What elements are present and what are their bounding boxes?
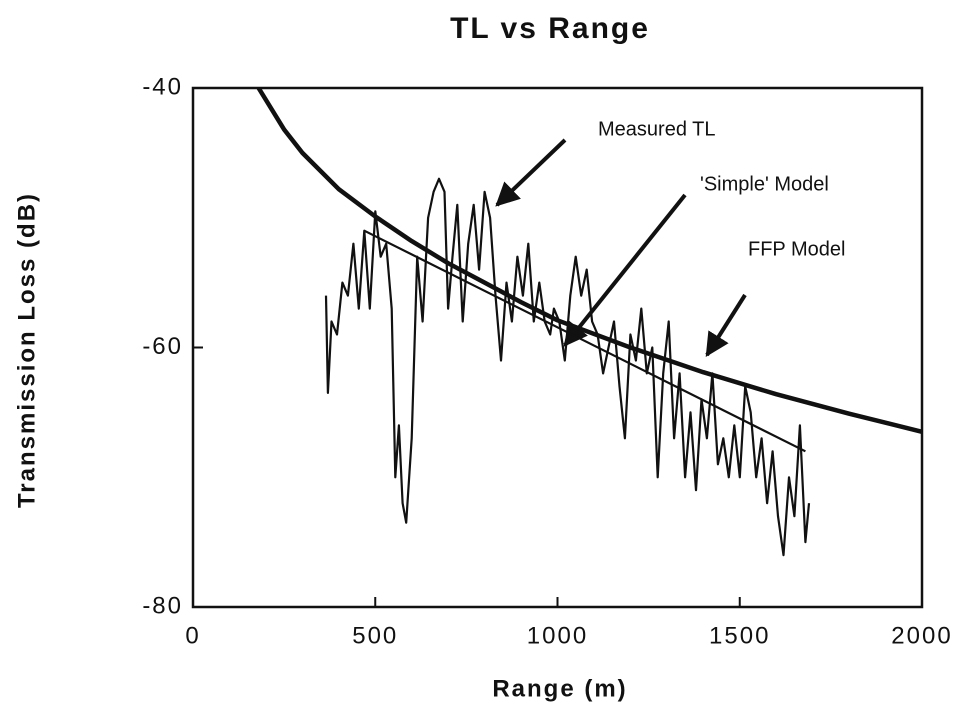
series-line bbox=[256, 86, 923, 434]
annotation: Measured TL bbox=[598, 118, 715, 140]
x-tick-label: 1500 bbox=[709, 622, 770, 649]
annotation: 'Simple' Model bbox=[700, 173, 829, 195]
x-tick-label: 500 bbox=[352, 622, 398, 649]
x-tick-label: 1000 bbox=[527, 622, 588, 649]
series-line bbox=[324, 177, 811, 557]
x-tick-label: 2000 bbox=[891, 622, 952, 649]
y-tick-label: -60 bbox=[142, 333, 183, 360]
annotation-arrow bbox=[495, 138, 567, 207]
chart-title: TL vs Range bbox=[450, 12, 650, 45]
x-tick-label: 0 bbox=[185, 622, 200, 649]
annotation: FFP Model bbox=[748, 238, 845, 260]
plot-frame bbox=[191, 86, 924, 609]
y-axis-label: Transmission Loss (dB) bbox=[13, 192, 40, 508]
annotation-arrow bbox=[705, 293, 747, 358]
annotation-arrow bbox=[563, 193, 687, 347]
x-axis-label: Range (m) bbox=[492, 675, 627, 702]
y-tick-label: -40 bbox=[142, 73, 183, 100]
series-line bbox=[363, 229, 806, 453]
y-tick-label: -80 bbox=[142, 592, 183, 619]
